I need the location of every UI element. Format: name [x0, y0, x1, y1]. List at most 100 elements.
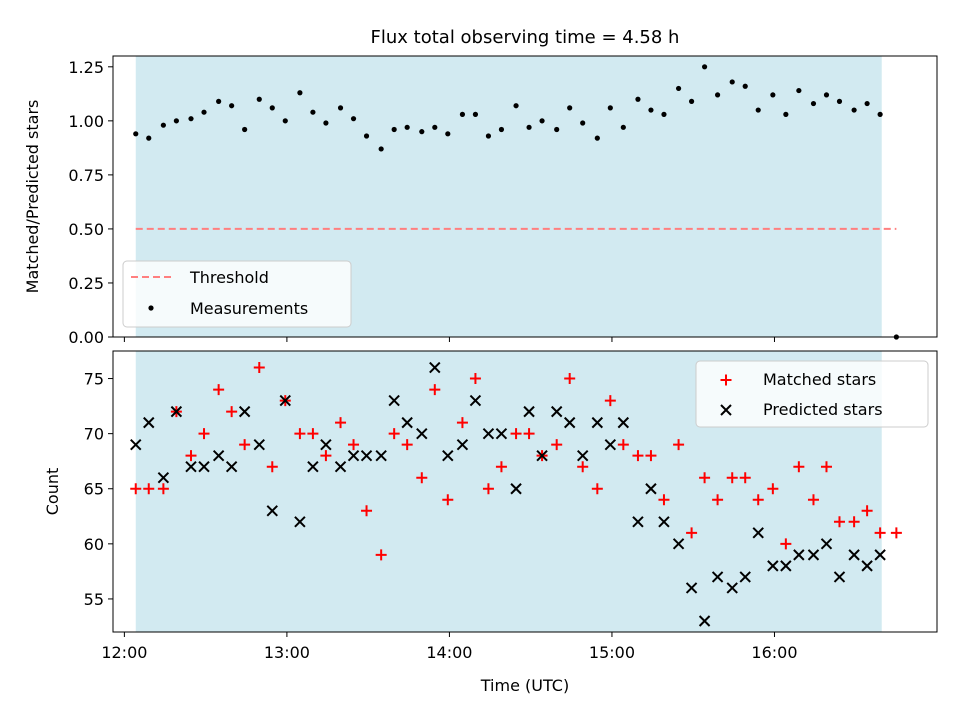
- legend-box: [122, 260, 352, 328]
- matched-star-point: [752, 494, 764, 506]
- matched-star-point: [482, 483, 494, 495]
- matched-star-point: [361, 505, 373, 517]
- measurement-point: [526, 124, 532, 130]
- measurement-point: [620, 124, 626, 130]
- measurement-point: [445, 131, 451, 137]
- matched-star-point: [645, 450, 657, 462]
- y-tick-label: 75: [84, 370, 104, 389]
- predicted-star-point: [739, 571, 751, 583]
- matched-star-point: [780, 538, 792, 550]
- y-tick-label: 0.75: [68, 166, 104, 185]
- matched-star-point: [632, 450, 644, 462]
- y-tick-label: 0.50: [68, 220, 104, 239]
- predicted-star-point: [225, 460, 238, 473]
- legend-matched-swatch: [720, 374, 732, 386]
- matched-star-point: [294, 428, 306, 440]
- y-tick-label: 55: [84, 590, 104, 609]
- matched-star-point: [429, 384, 441, 396]
- predicted-star-point: [429, 361, 441, 374]
- predicted-star-point: [780, 560, 792, 572]
- matched-star-point: [335, 417, 347, 429]
- matched-star-point: [686, 527, 698, 539]
- y-axis-label: Count: [43, 468, 62, 516]
- matched-star-point: [157, 483, 169, 495]
- predicted-star-point: [212, 449, 225, 462]
- matched-star-point: [307, 428, 319, 440]
- measurement-point: [554, 126, 560, 133]
- matched-star-point: [348, 439, 360, 451]
- predicted-star-point: [253, 438, 265, 451]
- measurement-point: [256, 96, 262, 102]
- matched-star-point: [213, 384, 225, 396]
- measurement-point: [675, 85, 682, 92]
- axes-frame: [112, 350, 938, 633]
- measurement-point: [459, 111, 466, 117]
- predicted-star-point: [401, 416, 413, 429]
- matched-star-point: [861, 505, 873, 517]
- measurement-point: [242, 126, 248, 133]
- measurement-point: [201, 109, 207, 115]
- measurement-point: [310, 109, 316, 115]
- predicted-star-point: [347, 449, 360, 462]
- measurement-point: [513, 103, 519, 109]
- matched-star-point: [375, 549, 387, 561]
- predicted-star-point: [185, 460, 197, 473]
- matched-star-point: [617, 439, 629, 451]
- axes-frame: [112, 55, 938, 338]
- measurement-point: [323, 120, 329, 126]
- series-measurements: [133, 64, 899, 340]
- predicted-star-point: [360, 449, 373, 462]
- matched-star-point: [591, 483, 603, 495]
- x-tick-label: 12:00: [101, 643, 147, 662]
- measurement-point: [173, 118, 179, 124]
- matched-star-point: [890, 527, 902, 539]
- legend: Matched stars Predicted stars: [695, 360, 929, 428]
- measurement-point: [810, 100, 817, 107]
- predicted-star-point: [495, 427, 508, 440]
- measurement-point: [378, 146, 384, 152]
- predicted-star-point: [375, 449, 387, 462]
- matched-star-point: [239, 439, 251, 451]
- measurement-point: [337, 105, 344, 111]
- measurement-point: [229, 103, 235, 109]
- matched-star-point: [712, 494, 724, 506]
- legend-matched-label: Matched stars: [763, 370, 876, 389]
- measurement-point: [783, 111, 789, 117]
- measurement-point: [635, 96, 641, 102]
- series-predicted-stars: [130, 361, 886, 627]
- legend-measurement-label: Measurements: [190, 299, 308, 318]
- predicted-star-point: [266, 505, 278, 517]
- matched-star-point: [456, 417, 468, 429]
- matched-star-point: [739, 472, 751, 484]
- matched-star-point: [401, 439, 413, 451]
- matched-star-point: [551, 439, 563, 451]
- measurement-point: [216, 98, 222, 104]
- measurement-point: [580, 120, 586, 126]
- predicted-star-point: [685, 582, 698, 594]
- predicted-star-point: [807, 549, 820, 561]
- predicted-star-point: [658, 516, 670, 528]
- predicted-star-point: [143, 416, 155, 429]
- matched-star-point: [416, 472, 428, 484]
- measurement-point: [851, 107, 857, 113]
- measurement-point: [432, 124, 438, 130]
- measurement-point: [485, 133, 492, 139]
- matched-star-point: [793, 461, 805, 473]
- measurement-point: [297, 90, 303, 96]
- predicted-star-point: [793, 549, 805, 561]
- predicted-star-point: [279, 394, 291, 407]
- predicted-star-point: [604, 438, 617, 451]
- predicted-star-point: [698, 615, 711, 627]
- measurement-point: [594, 135, 600, 141]
- legend-threshold-label: Threshold: [189, 268, 269, 287]
- y-tick-label: 65: [84, 480, 104, 499]
- measurement-point: [648, 107, 654, 113]
- measurement-point: [391, 126, 397, 133]
- measurement-point: [133, 131, 139, 137]
- predicted-star-point: [170, 405, 183, 418]
- measurement-point: [877, 111, 883, 117]
- matched-star-point: [198, 428, 210, 440]
- matched-star-point: [130, 483, 142, 495]
- y-tick-label: 60: [84, 535, 104, 554]
